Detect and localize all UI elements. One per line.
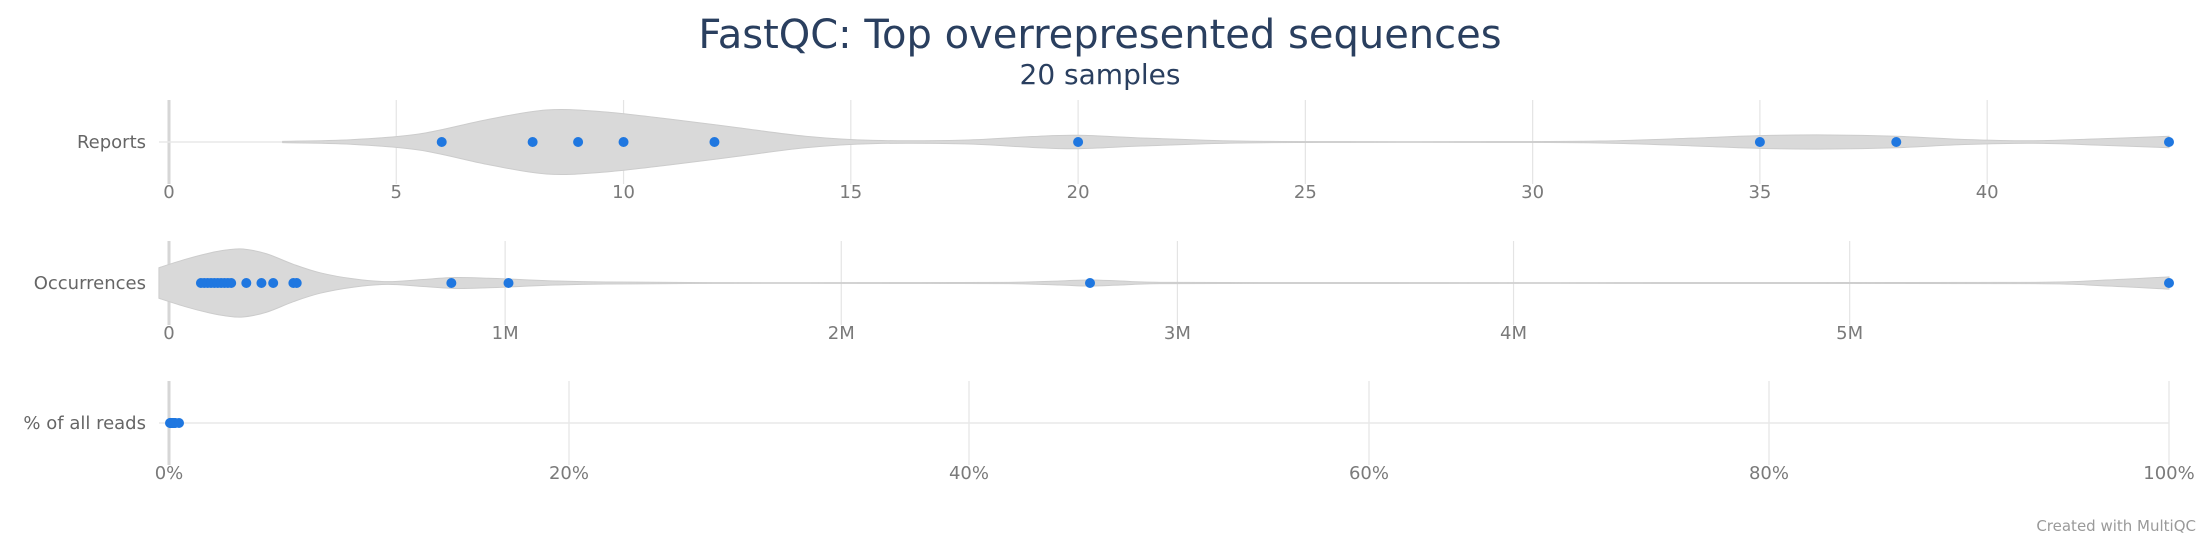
sample-point[interactable] — [291, 278, 302, 288]
tick-label: 5M — [1836, 323, 1863, 344]
sample-point[interactable] — [226, 278, 237, 288]
sample-point[interactable] — [2164, 137, 2174, 147]
tick-label: 1M — [492, 323, 519, 344]
violin-rows: Reports 0 5 10 15 20 25 30 35 40 Occurrences 0 1M 2M 3… — [23, 100, 2195, 484]
violin-row: Reports 0 5 10 15 20 25 30 35 40 — [77, 100, 2174, 203]
tick-label: 40 — [1976, 182, 1999, 203]
tick-label: 80% — [1749, 463, 1789, 484]
sample-point[interactable] — [256, 278, 267, 288]
sample-point[interactable] — [268, 278, 279, 288]
sample-point[interactable] — [503, 278, 514, 288]
row-label: % of all reads — [23, 413, 146, 434]
tick-label: 3M — [1164, 323, 1191, 344]
violin-row: % of all reads 0% 20% 40% 60% 80% 100% — [23, 381, 2195, 484]
tick-label: 10 — [612, 182, 635, 203]
tick-label: 20% — [549, 463, 589, 484]
sample-point[interactable] — [446, 278, 457, 288]
tick-label: 25 — [1294, 182, 1317, 203]
tick-label: 60% — [1349, 463, 1389, 484]
credit-text: Created with MultiQC — [2036, 517, 2196, 535]
tick-label: 35 — [1748, 182, 1771, 203]
violin-shape — [282, 108, 2170, 176]
sample-point[interactable] — [1085, 278, 1096, 288]
tick-label: 4M — [1500, 323, 1527, 344]
tick-label: 15 — [839, 182, 862, 203]
sample-point[interactable] — [709, 137, 720, 147]
tick-label: 0 — [163, 182, 174, 203]
sample-point[interactable] — [527, 137, 538, 147]
sample-point[interactable] — [618, 137, 629, 147]
sample-point[interactable] — [1754, 137, 1765, 147]
tick-label: 40% — [949, 463, 989, 484]
tick-label: 20 — [1067, 182, 1090, 203]
chart-subtitle: 20 samples — [1020, 58, 1181, 91]
row-label: Occurrences — [34, 273, 146, 294]
sample-point[interactable] — [1891, 137, 1902, 147]
sample-point[interactable] — [436, 137, 447, 147]
tick-label: 30 — [1521, 182, 1544, 203]
sample-point[interactable] — [174, 418, 184, 428]
row-label: Reports — [77, 132, 146, 153]
chart-title: FastQC: Top overrepresented sequences — [698, 12, 1501, 58]
tick-label: 0 — [163, 323, 174, 344]
sample-point[interactable] — [2164, 278, 2174, 288]
violin-shape — [158, 248, 2170, 318]
sample-point[interactable] — [1073, 137, 1084, 147]
tick-label: 100% — [2143, 463, 2194, 484]
sample-point[interactable] — [241, 278, 252, 288]
tick-label: 0% — [155, 463, 184, 484]
violin-row: Occurrences 0 1M 2M 3M 4M 5M — [34, 241, 2174, 344]
sample-point[interactable] — [573, 137, 584, 147]
tick-label: 2M — [828, 323, 855, 344]
tick-label: 5 — [391, 182, 402, 203]
